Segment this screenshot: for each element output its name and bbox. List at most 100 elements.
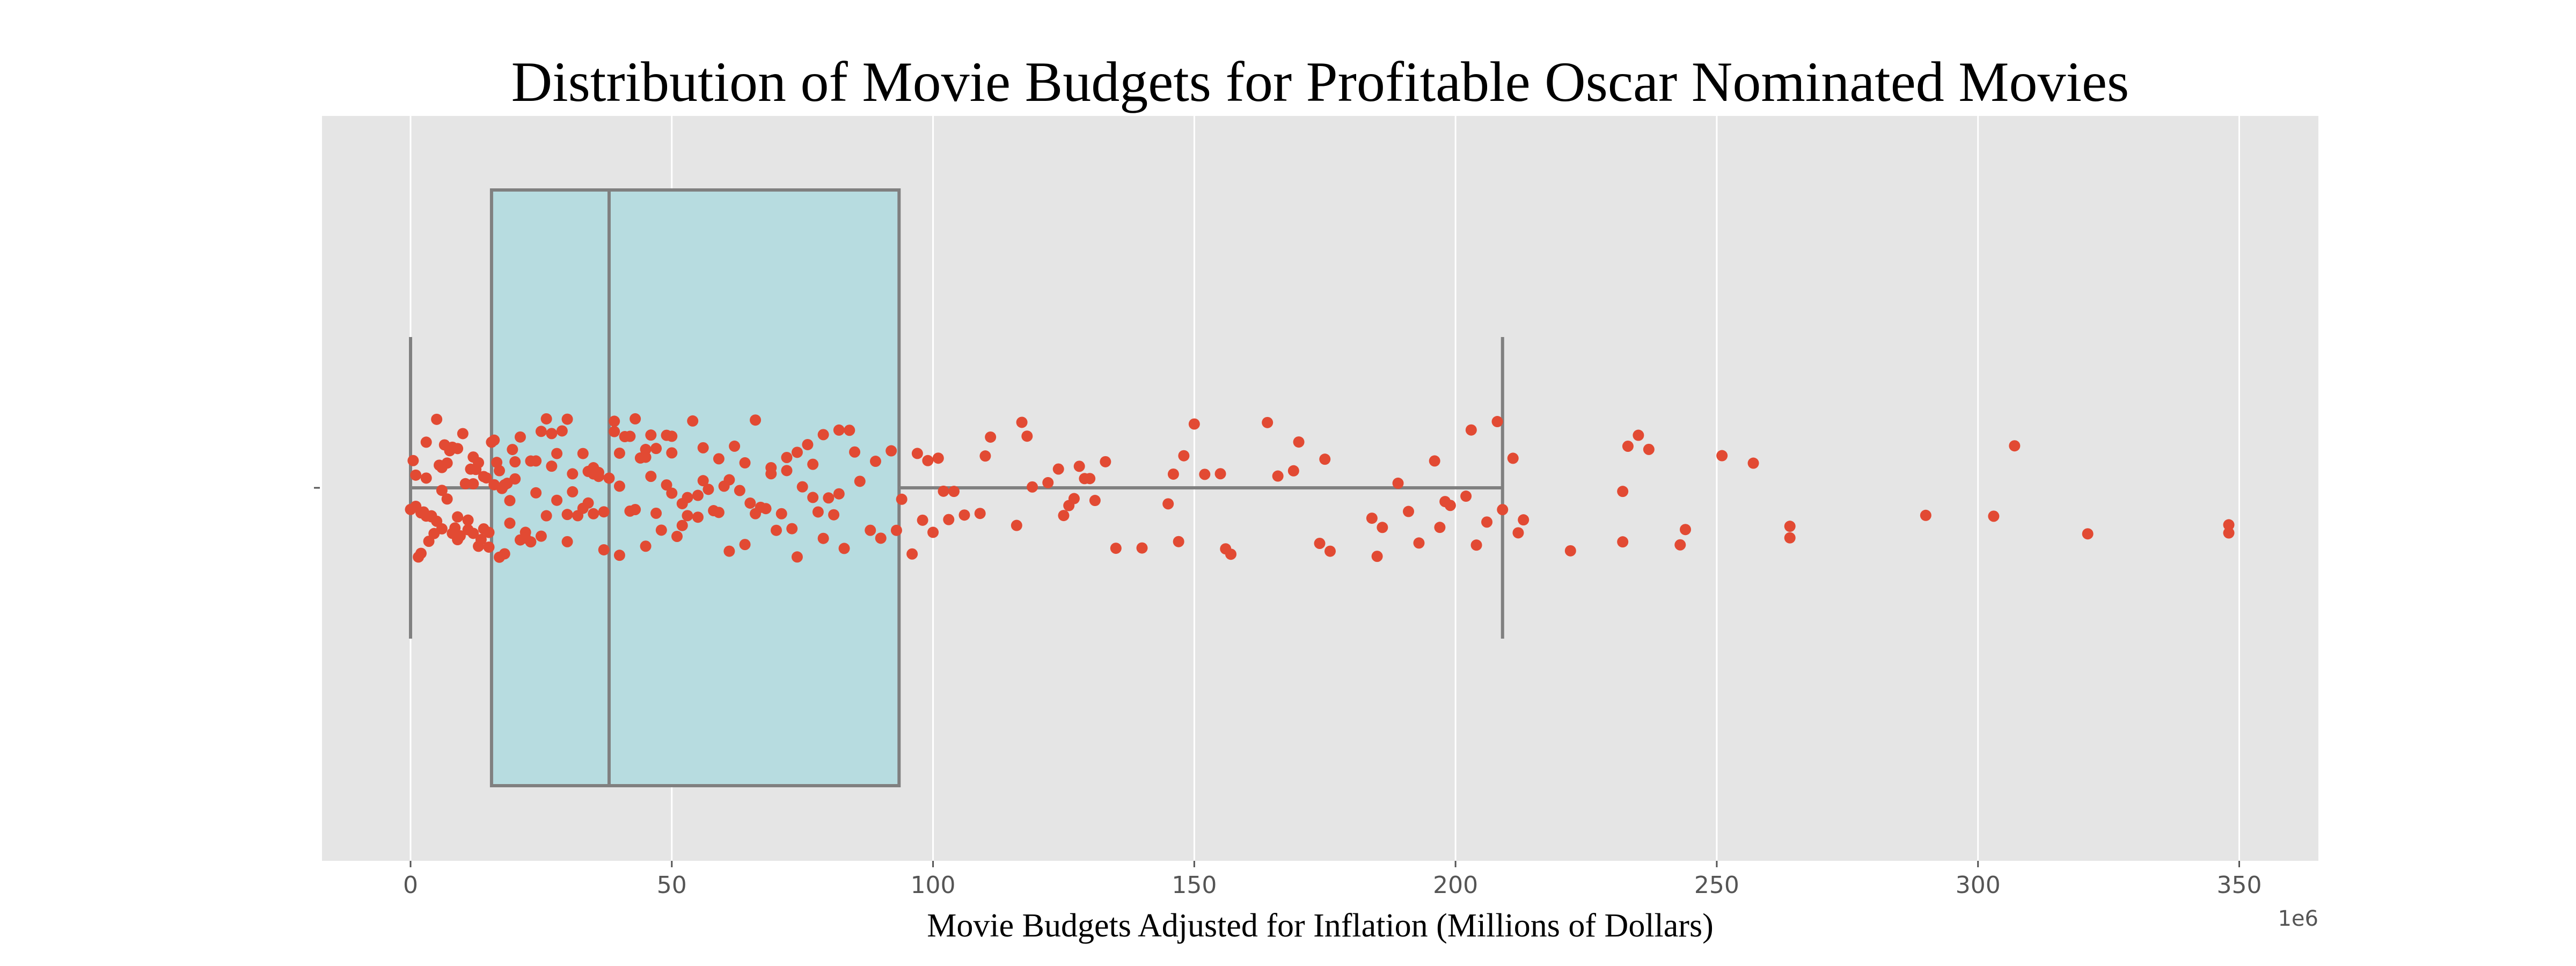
data-point <box>713 507 724 518</box>
data-point <box>535 530 547 542</box>
data-point <box>546 428 558 440</box>
data-point <box>504 517 516 529</box>
data-point <box>791 447 803 458</box>
data-point <box>666 487 678 499</box>
data-point <box>786 523 798 535</box>
data-point <box>1674 539 1686 551</box>
data-point <box>1497 504 1509 516</box>
data-point <box>480 472 492 484</box>
data-point <box>849 446 861 458</box>
data-point <box>817 429 829 441</box>
data-point <box>420 472 432 484</box>
x-axis-label: Movie Budgets Adjusted for Inflation (Mi… <box>927 908 1713 944</box>
data-point <box>869 456 881 467</box>
data-point <box>462 524 474 536</box>
data-point <box>1507 452 1519 464</box>
data-point <box>551 448 563 459</box>
data-point <box>1214 468 1226 480</box>
data-point <box>613 480 625 492</box>
data-point <box>645 471 657 482</box>
data-point <box>436 462 448 473</box>
data-point <box>932 452 944 464</box>
data-point <box>1403 506 1415 517</box>
data-point <box>1058 510 1070 522</box>
data-point <box>1073 460 1085 472</box>
data-point <box>1100 456 1111 467</box>
data-point <box>1377 522 1388 533</box>
data-point <box>676 519 688 531</box>
data-point <box>770 524 782 536</box>
data-point <box>775 508 787 519</box>
data-point <box>640 444 652 456</box>
data-point <box>609 426 620 437</box>
data-point <box>540 510 552 522</box>
data-point <box>473 457 485 469</box>
data-point <box>729 440 741 452</box>
data-point <box>1413 537 1425 549</box>
data-point <box>943 514 955 525</box>
x-tick-label: 350 <box>2217 872 2262 899</box>
data-point <box>885 445 897 457</box>
data-point <box>1512 527 1524 539</box>
data-point <box>613 550 625 561</box>
data-point <box>922 455 934 466</box>
data-point <box>561 509 573 521</box>
data-point <box>551 494 563 506</box>
data-point <box>530 455 542 467</box>
data-point <box>661 479 672 491</box>
data-point <box>420 510 432 522</box>
data-point <box>582 497 594 509</box>
data-point <box>1084 473 1096 485</box>
data-point <box>2223 519 2235 531</box>
data-point <box>781 451 793 463</box>
data-point <box>1460 491 1472 502</box>
data-point <box>1429 455 1440 467</box>
data-point <box>431 413 443 425</box>
data-point <box>875 532 887 544</box>
data-point <box>588 508 599 519</box>
x-tick-label: 50 <box>657 872 687 899</box>
data-point <box>697 475 709 487</box>
data-point <box>1027 481 1038 493</box>
data-point <box>1068 493 1080 504</box>
data-point <box>1089 495 1101 507</box>
data-point <box>1016 416 1028 428</box>
data-point <box>750 508 762 519</box>
data-point <box>844 425 855 436</box>
data-point <box>765 462 777 473</box>
data-point <box>567 468 579 480</box>
data-point <box>1371 551 1383 562</box>
data-point <box>1444 500 1456 511</box>
data-point <box>817 532 829 544</box>
data-point <box>890 524 902 536</box>
data-point <box>1465 424 1477 436</box>
data-point <box>906 548 918 560</box>
data-point <box>410 469 422 481</box>
data-point <box>650 507 662 519</box>
data-point <box>1434 522 1446 533</box>
data-point <box>854 475 866 487</box>
data-point <box>525 536 537 548</box>
data-point <box>561 536 573 547</box>
data-point <box>833 488 845 500</box>
data-point <box>640 540 652 552</box>
data-point <box>979 450 991 462</box>
data-point <box>723 545 735 557</box>
data-point <box>650 443 662 455</box>
data-point <box>609 415 620 427</box>
data-point <box>577 448 589 459</box>
data-point <box>546 460 558 472</box>
data-point <box>692 511 704 523</box>
data-point <box>624 430 636 442</box>
data-point <box>1110 543 1122 554</box>
data-point <box>540 413 552 425</box>
data-point <box>1021 430 1033 442</box>
data-point <box>702 484 714 495</box>
data-point <box>1262 416 1274 428</box>
interquartile-box <box>489 188 901 787</box>
data-point <box>567 486 579 497</box>
data-point <box>1518 514 1529 526</box>
data-point <box>1392 477 1404 489</box>
data-point <box>692 489 704 501</box>
data-point <box>1225 548 1237 560</box>
